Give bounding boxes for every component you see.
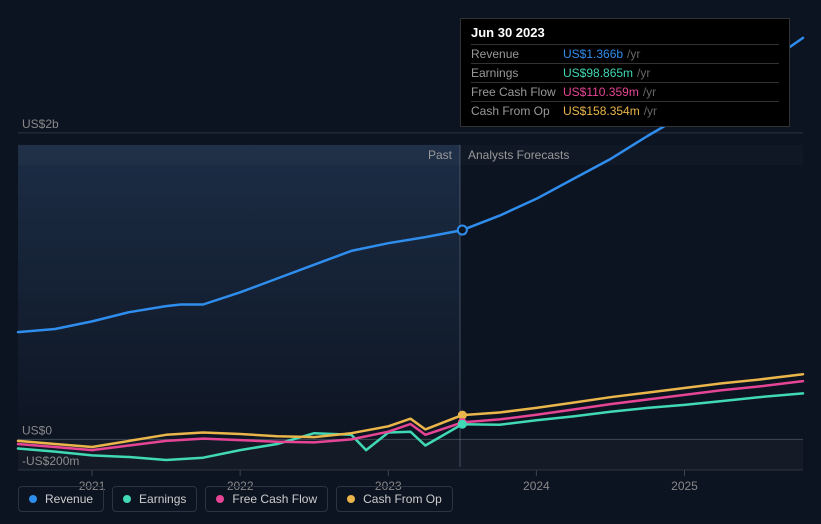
x-axis-label: 2025 (671, 479, 698, 493)
tooltip-row: EarningsUS$98.865m/yr (471, 63, 779, 82)
tooltip-row-unit: /yr (637, 66, 650, 80)
tooltip-row-label: Cash From Op (471, 104, 563, 118)
past-region-fill (18, 145, 460, 447)
chart-tooltip: Jun 30 2023 RevenueUS$1.366b/yrEarningsU… (460, 18, 790, 127)
tooltip-row: Free Cash FlowUS$110.359m/yr (471, 82, 779, 101)
tooltip-row-value: US$158.354m (563, 104, 640, 118)
tooltip-row: Cash From OpUS$158.354m/yr (471, 101, 779, 120)
tooltip-row: RevenueUS$1.366b/yr (471, 44, 779, 63)
legend-item-earnings[interactable]: Earnings (112, 486, 197, 512)
legend-item-revenue[interactable]: Revenue (18, 486, 104, 512)
tooltip-row-unit: /yr (627, 47, 640, 61)
marker-revenue (458, 226, 467, 235)
region-strip (18, 145, 803, 165)
region-label-forecast: Analysts Forecasts (468, 148, 569, 162)
tooltip-date: Jun 30 2023 (471, 25, 779, 44)
legend-dot (123, 495, 131, 503)
legend-dot (347, 495, 355, 503)
legend-item-free-cash-flow[interactable]: Free Cash Flow (205, 486, 328, 512)
legend-label: Revenue (45, 492, 93, 506)
tooltip-row-label: Free Cash Flow (471, 85, 563, 99)
legend-label: Cash From Op (363, 492, 442, 506)
chart-legend: Revenue Earnings Free Cash Flow Cash From O… (18, 486, 453, 512)
marker-earnings (459, 421, 466, 428)
tooltip-row-value: US$1.366b (563, 47, 623, 61)
legend-label: Free Cash Flow (232, 492, 317, 506)
legend-dot (29, 495, 37, 503)
tooltip-row-label: Revenue (471, 47, 563, 61)
tooltip-row-value: US$98.865m (563, 66, 633, 80)
legend-item-cash-from-op[interactable]: Cash From Op (336, 486, 453, 512)
tooltip-row-label: Earnings (471, 66, 563, 80)
tooltip-row-unit: /yr (643, 85, 656, 99)
legend-label: Earnings (139, 492, 186, 506)
financial-chart: US$2bUS$0-US$200mPastAnalysts Forecasts2… (0, 0, 821, 524)
y-axis-label: US$2b (22, 117, 59, 131)
marker-cash_from_op (459, 412, 466, 419)
tooltip-row-value: US$110.359m (563, 85, 639, 99)
tooltip-row-unit: /yr (644, 104, 657, 118)
region-label-past: Past (428, 148, 453, 162)
legend-dot (216, 495, 224, 503)
x-axis-label: 2024 (523, 479, 550, 493)
